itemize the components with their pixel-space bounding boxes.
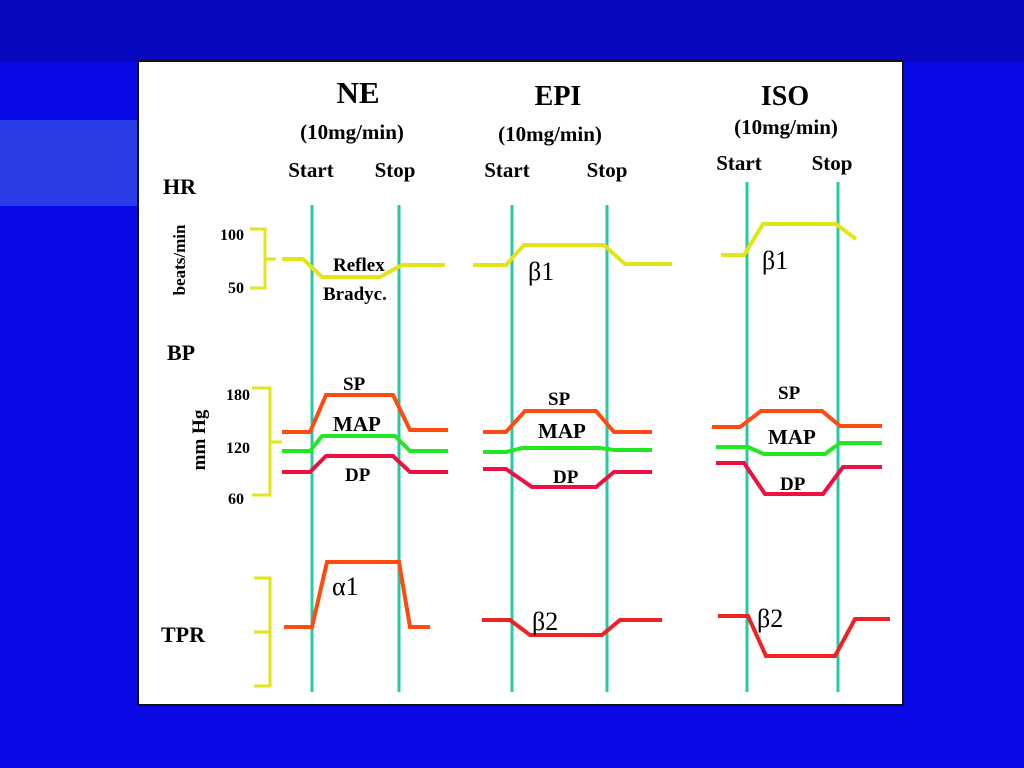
epi-tpr-trace <box>482 618 662 637</box>
epi-sp-trace <box>483 409 652 434</box>
epi-map-label: MAP <box>538 419 586 443</box>
hr-row-label: HR <box>163 174 197 199</box>
hr-units-label: beats/min <box>170 224 189 295</box>
ne-tpr-trace <box>284 560 430 629</box>
iso-hr-receptor-label: β1 <box>762 246 788 275</box>
ne-drug-label: NE <box>336 75 379 110</box>
ne-sp-trace <box>282 393 448 434</box>
iso-map-trace <box>716 441 882 456</box>
bp-tick-120: 120 <box>226 440 250 457</box>
hr-tick-50: 50 <box>228 280 244 297</box>
ne-sp-label: SP <box>343 374 366 395</box>
epi-tpr-receptor-label: β2 <box>532 607 558 636</box>
ne-map-label: MAP <box>333 412 381 436</box>
epi-hr-trace <box>473 243 672 267</box>
top-band <box>0 0 1024 62</box>
iso-drug-label: ISO <box>761 81 809 112</box>
ne-hr-trace <box>282 257 445 279</box>
bp-row-label: BP <box>167 340 195 365</box>
ne-start-label: Start <box>288 158 334 182</box>
epi-dp-trace <box>483 467 652 489</box>
epi-dp-label: DP <box>553 467 579 488</box>
epi-dose-label: (10mg/min) <box>498 122 602 146</box>
epi-sp-label: SP <box>548 389 571 410</box>
iso-dp-label: DP <box>780 474 806 495</box>
iso-dp-trace <box>716 461 882 496</box>
epi-drug-label: EPI <box>535 81 582 112</box>
ne-dose-label: (10mg/min) <box>300 120 404 144</box>
iso-tpr-receptor-label: β2 <box>757 604 783 633</box>
epi-map-trace <box>483 446 652 454</box>
bp-tick-60: 60 <box>228 491 244 508</box>
ne-dp-label: DP <box>345 465 371 486</box>
iso-map-label: MAP <box>768 425 816 449</box>
bp-units-label: mm Hg <box>189 409 210 470</box>
diagram-panel <box>137 60 904 706</box>
bp-tick-180: 180 <box>226 387 250 404</box>
iso-sp-label: SP <box>778 383 801 404</box>
bradycardia-label: Bradyc. <box>323 284 387 305</box>
ne-tpr-receptor-label: α1 <box>332 572 359 601</box>
iso-dose-label: (10mg/min) <box>734 115 838 139</box>
bp-scale-bracket <box>252 386 282 497</box>
iso-start-label: Start <box>716 151 762 175</box>
tpr-row-label: TPR <box>161 622 206 647</box>
tpr-scale-bracket <box>254 576 272 688</box>
ne-dp-trace <box>282 454 448 474</box>
iso-stop-label: Stop <box>812 151 853 175</box>
accent-bar <box>0 120 137 206</box>
epi-stop-label: Stop <box>587 158 628 182</box>
iso-tpr-trace <box>718 614 890 658</box>
epi-hr-receptor-label: β1 <box>528 257 554 286</box>
iso-hr-trace <box>721 222 858 257</box>
iso-sp-trace <box>712 409 882 429</box>
ne-map-trace <box>282 434 448 453</box>
hr-scale-bracket <box>250 227 276 290</box>
reflex-label: Reflex <box>333 255 385 276</box>
ne-stop-label: Stop <box>375 158 416 182</box>
hr-tick-100: 100 <box>220 227 244 244</box>
epi-start-label: Start <box>484 158 530 182</box>
